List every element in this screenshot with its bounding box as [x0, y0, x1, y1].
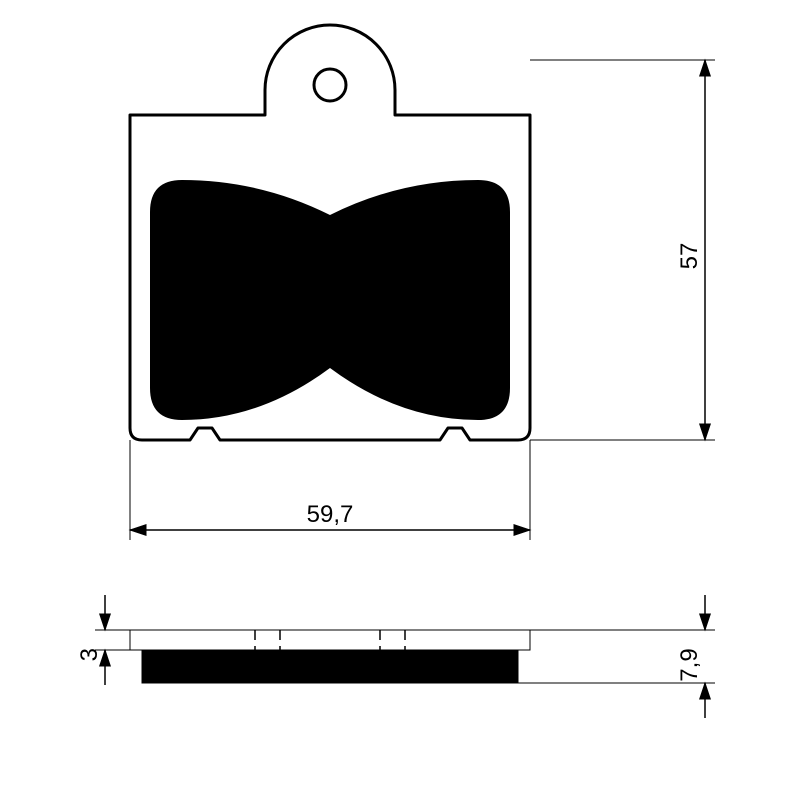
dim-width: 59,7	[130, 440, 530, 540]
dim-total-thickness: 7,9	[518, 595, 715, 718]
mounting-hole	[314, 69, 346, 101]
dim-width-label: 59,7	[307, 501, 354, 528]
front-view	[130, 25, 530, 440]
backplate-edge	[130, 630, 530, 650]
dim-total-label: 7,9	[676, 648, 703, 681]
side-view	[130, 630, 530, 683]
dim-height-label: 57	[676, 243, 703, 270]
dim-backplate-label: 3	[76, 648, 103, 661]
technical-drawing: 59,7 57 3 7,9	[0, 0, 800, 800]
dim-height: 57	[530, 60, 715, 440]
friction-pad	[150, 180, 510, 420]
dim-backplate-thickness: 3	[76, 595, 130, 685]
friction-edge	[142, 650, 518, 683]
